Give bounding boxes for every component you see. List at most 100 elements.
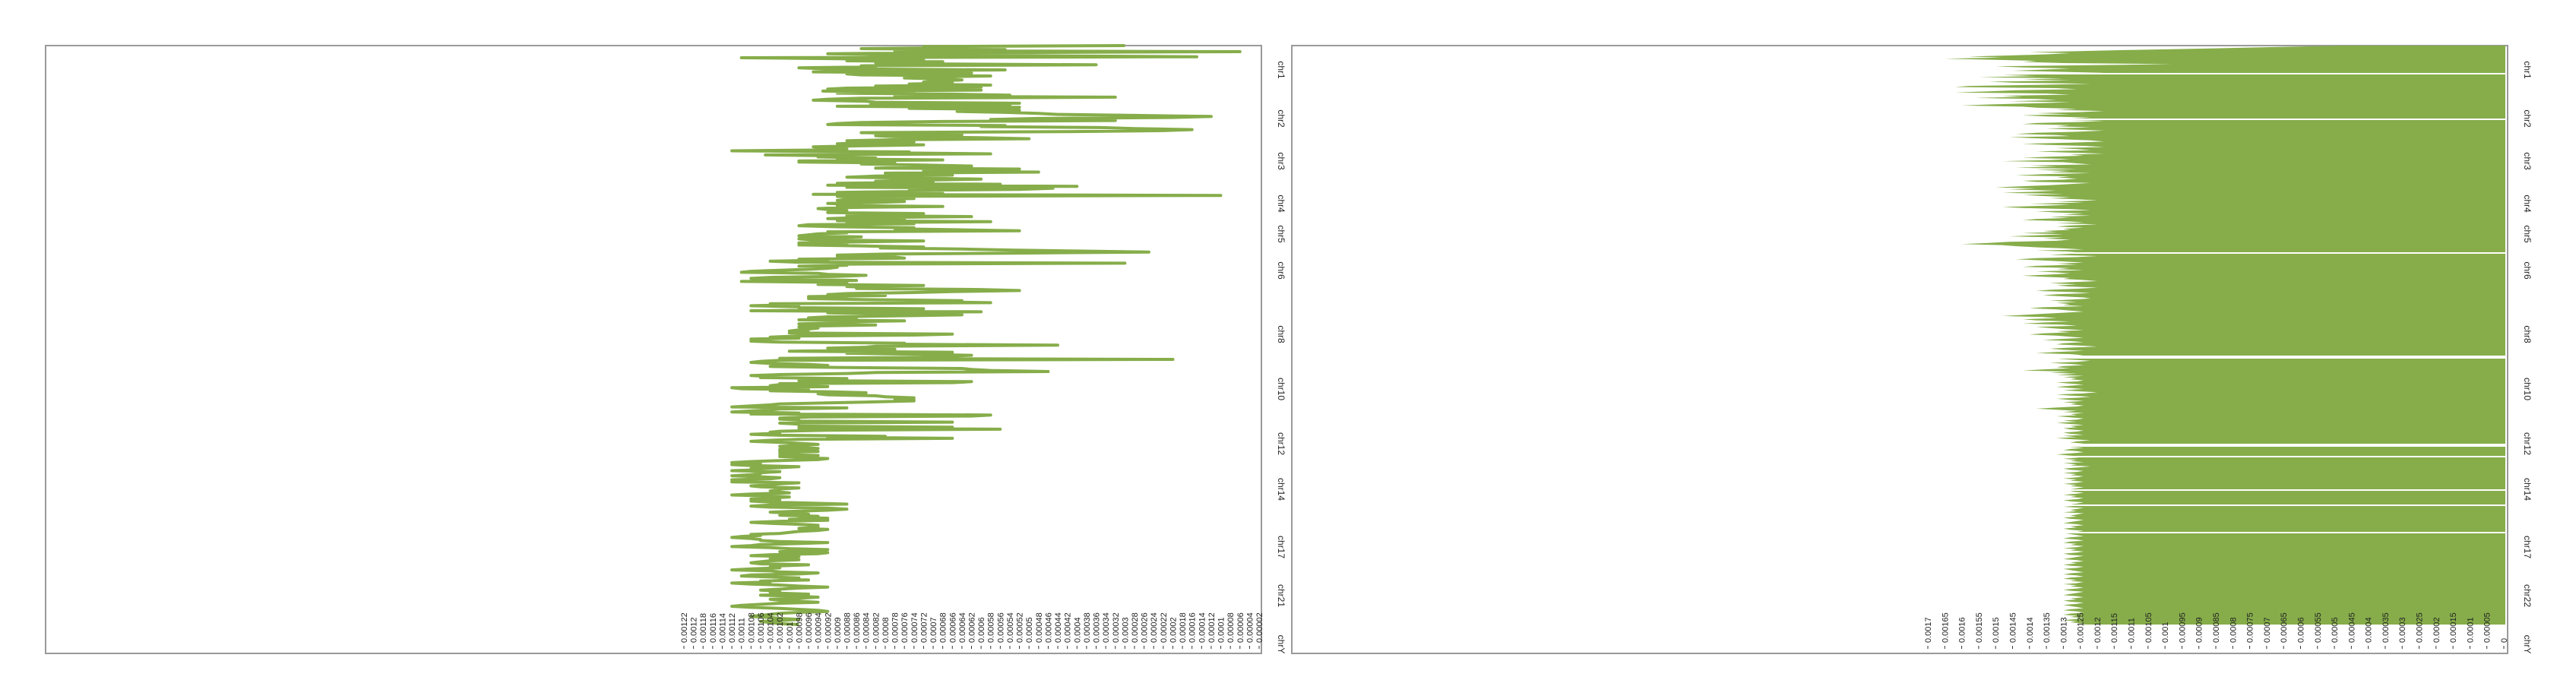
segment-gap	[1976, 456, 2505, 457]
segment-gap	[1976, 532, 2505, 533]
chromosome-label: chr5	[1276, 225, 1286, 243]
x-tick-label: 0.00076	[900, 612, 910, 643]
x-tick-label: 0.00055	[2314, 612, 2323, 643]
x-tick-label: 0.0008	[2229, 617, 2238, 643]
right-chart-panel: 0.0017 0.00165 0.0016 0.00155 0.0015 0.00145 0…	[1291, 45, 2533, 654]
x-tick-label: 0.0017	[1924, 617, 1933, 643]
x-tick-label: 0.0004	[2365, 617, 2374, 643]
x-tick-label: 0.0001	[1217, 617, 1226, 643]
x-tick-label: 0.0012	[690, 617, 699, 643]
x-tick-label: 0.00072	[919, 612, 929, 643]
x-tick-label: 0.00042	[1064, 612, 1073, 643]
x-tick-label: 0.00102	[776, 612, 785, 643]
x-tick-label: 0.00106	[757, 612, 766, 643]
segment-gap	[1976, 356, 2505, 359]
chromosome-label: chr3	[1276, 152, 1286, 170]
chromosome-label: chrY	[1276, 635, 1286, 654]
x-tick-label: 0.00088	[843, 612, 852, 643]
x-tick-label: 0.0011	[2128, 618, 2137, 643]
x-tick-label: 0.00062	[968, 612, 977, 643]
x-tick-label: 0.00005	[2483, 612, 2492, 643]
x-tick-label: 0.00014	[1198, 612, 1207, 643]
x-tick-label: 0.00056	[996, 612, 1005, 643]
x-tick-label: 0.00038	[1083, 612, 1092, 643]
x-tick-label: 0.00048	[1035, 612, 1044, 643]
x-tick-label: 0.00118	[699, 613, 708, 643]
x-tick-label: 0.00086	[853, 612, 862, 643]
x-tick-label: 0.00065	[2280, 612, 2289, 643]
x-tick-label: 0.00095	[2178, 612, 2187, 643]
x-tick-label: 0.0016	[1958, 617, 1967, 643]
chromosome-label: chr21	[1276, 584, 1286, 607]
x-tick-label: 0.001	[786, 622, 795, 643]
x-tick-label: 0.00008	[1226, 612, 1236, 643]
x-tick-label: 0.00064	[958, 612, 967, 643]
x-tick-label: 0	[2500, 638, 2509, 643]
x-tick-label: 0.00036	[1093, 612, 1102, 643]
chromosome-label: chr10	[2522, 378, 2533, 400]
x-tick-label: 0.00114	[718, 613, 727, 643]
chromosome-label: chr8	[2522, 325, 2533, 343]
x-tick-label: 0.00082	[872, 612, 881, 643]
x-tick-label: 0.00084	[862, 612, 872, 643]
x-tick-label: 0.00045	[2347, 612, 2356, 643]
right-x-axis: 0.0017 0.00165 0.0016 0.00155 0.0015 0.00145 0…	[1924, 612, 2509, 649]
x-tick-label: 0.00105	[2144, 612, 2154, 643]
chromosome-label: chr12	[2522, 432, 2533, 455]
x-tick-label: 0.00085	[2212, 612, 2221, 643]
chromosome-label: chr10	[1276, 378, 1286, 400]
x-tick-label: 0.0009	[834, 617, 843, 643]
x-tick-label: 0.00034	[1102, 612, 1111, 643]
x-tick-label: 0.00122	[680, 612, 689, 643]
chromosome-label: chr8	[1276, 325, 1286, 343]
x-tick-label: 0.00112	[728, 613, 737, 643]
x-tick-label: 0.00024	[1150, 612, 1159, 643]
x-tick-label: 0.00022	[1160, 612, 1169, 643]
x-tick-label: 0.0008	[881, 617, 891, 643]
x-tick-label: 0.0003	[2398, 617, 2407, 643]
chromosome-label: chr17	[1276, 536, 1286, 558]
x-tick-label: 0.00092	[824, 612, 833, 643]
x-tick-label: 0.0001	[2466, 617, 2475, 643]
segment-gap	[1976, 444, 2505, 447]
chromosome-label: chr1	[1276, 61, 1286, 79]
left-chart-marks	[730, 44, 1242, 626]
x-tick-label: 0.00078	[891, 612, 900, 643]
x-tick-label: 0.00012	[1207, 612, 1217, 643]
x-tick-label: 0.0007	[929, 617, 938, 643]
x-tick-label: 0.0014	[2026, 617, 2035, 643]
left-chromosome-axis: chr1 chr2 chr3 chr4 chr5 chr6 chr8 chr10 chr12 ch…	[1276, 61, 1286, 653]
x-tick-label: 0.00116	[709, 613, 718, 643]
x-tick-label: 0.00066	[948, 612, 957, 643]
x-tick-label: 0.00135	[2043, 612, 2052, 643]
x-tick-label: 0.00006	[1236, 612, 1245, 643]
left-x-axis: 0.00122 0.0012 0.00118 0.00116 0.00114 0.0011…	[680, 612, 1264, 649]
segment-gap	[1976, 73, 2505, 74]
x-tick-label: 0.00054	[1006, 612, 1015, 643]
x-tick-label: 0.00046	[1044, 612, 1053, 643]
x-tick-label: 0.00058	[987, 612, 996, 643]
chromosome-label: chr1	[2522, 61, 2533, 79]
x-tick-label: 0.00075	[2246, 612, 2255, 643]
coverage-line-series	[730, 44, 1242, 626]
x-tick-label: 0.0015	[1992, 617, 2001, 643]
x-tick-label: 0.00125	[2077, 612, 2086, 643]
x-tick-label: 0.001	[2161, 622, 2170, 643]
x-tick-label: 0.00098	[795, 612, 804, 643]
x-tick-label: 0.00108	[747, 612, 756, 643]
chromosome-label: chrY	[2522, 635, 2533, 654]
segment-gap	[1976, 119, 2505, 120]
x-tick-label: 0.0004	[1073, 617, 1082, 643]
x-tick-label: 0.0002	[1169, 617, 1178, 643]
chromosome-label: chr2	[2522, 109, 2533, 128]
chromosome-label: chr14	[1276, 478, 1286, 501]
right-chart-marks	[1945, 46, 2505, 625]
x-tick-label: 0.00052	[1016, 612, 1025, 643]
x-tick-label: 0.0006	[2296, 617, 2305, 643]
x-tick-label: 0.00032	[1112, 612, 1121, 643]
chromosome-label: chr17	[2522, 536, 2533, 558]
x-tick-label: 0.00155	[1975, 612, 1984, 643]
x-tick-label: 0.0013	[2059, 617, 2068, 643]
x-tick-label: 0.0009	[2195, 617, 2204, 643]
